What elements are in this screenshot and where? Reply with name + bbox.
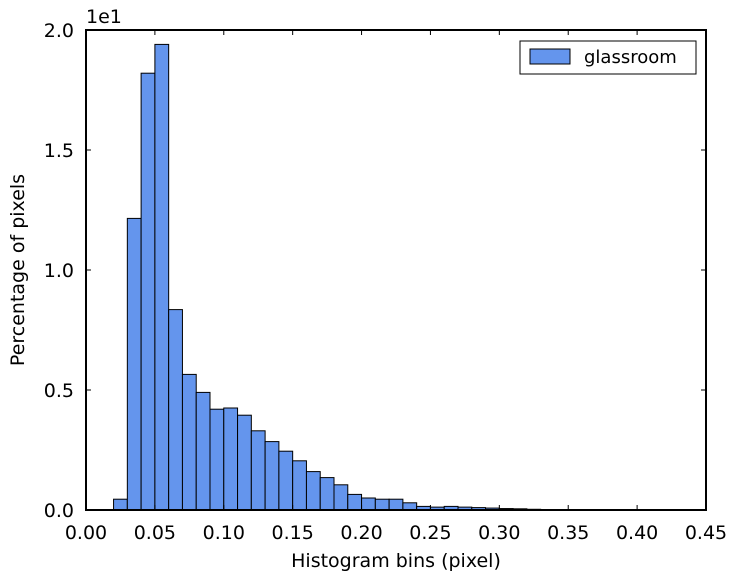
histogram-bar xyxy=(181,373,197,511)
histogram-bar xyxy=(264,441,280,511)
histogram-bar xyxy=(195,391,211,511)
x-tick-label: 0.30 xyxy=(478,522,520,544)
y-tick-label: 1.0 xyxy=(44,260,74,282)
x-axis-label: Histogram bins (pixel) xyxy=(291,550,501,572)
legend: glassroom xyxy=(519,40,697,75)
x-tick-label: 0.15 xyxy=(272,522,314,544)
histogram-bar xyxy=(168,309,183,511)
histogram-bar xyxy=(209,408,225,511)
y-tick-label: 1.5 xyxy=(44,140,74,162)
y-offset-label: 1e1 xyxy=(86,6,122,28)
histogram-bar xyxy=(223,407,239,511)
legend-label: glassroom xyxy=(584,47,677,68)
histogram-bar xyxy=(333,484,349,511)
histogram-bar xyxy=(250,430,266,511)
x-tick-label: 0.35 xyxy=(547,522,589,544)
x-tick-label: 0.45 xyxy=(685,522,727,544)
histogram-bar xyxy=(305,471,321,511)
histogram-bar xyxy=(374,498,390,511)
histogram-bar xyxy=(278,450,294,511)
y-tick-label: 0.0 xyxy=(44,500,74,522)
histogram-bar xyxy=(126,217,142,511)
x-tick-label: 0.40 xyxy=(616,522,658,544)
ticks-group: 0.00 0.05 0.10 0.15 0.20 0.25 0.30 0.35 0.40 0.45… xyxy=(44,20,727,544)
x-tick-label: 0.20 xyxy=(340,522,382,544)
histogram-bar xyxy=(113,498,128,511)
y-tick-label: 0.5 xyxy=(44,380,74,402)
histogram-bar xyxy=(292,460,307,511)
histogram-bar xyxy=(140,72,156,511)
histogram-bar xyxy=(237,414,252,511)
y-axis-label: Percentage of pixels xyxy=(7,174,29,366)
plot-frame xyxy=(85,29,707,511)
bars-group xyxy=(113,43,542,511)
x-tick-label: 0.10 xyxy=(203,522,245,544)
histogram-bar xyxy=(154,43,170,511)
histogram-bar xyxy=(402,502,418,511)
y-tick-label: 2.0 xyxy=(44,20,74,42)
legend-swatch xyxy=(529,48,571,65)
histogram-bar xyxy=(388,498,404,511)
histogram-bar xyxy=(361,497,376,511)
histogram-bar xyxy=(347,493,363,511)
x-tick-label: 0.25 xyxy=(409,522,451,544)
x-tick-label: 0.00 xyxy=(65,522,107,544)
x-tick-label: 0.05 xyxy=(134,522,176,544)
histogram-bar xyxy=(319,477,335,511)
